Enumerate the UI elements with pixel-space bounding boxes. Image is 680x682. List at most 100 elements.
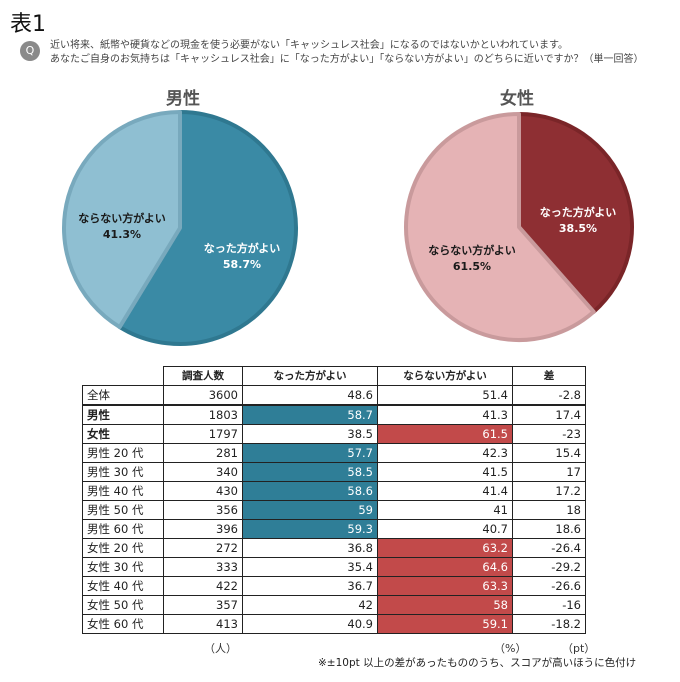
- female-chart-title: 女性: [500, 89, 534, 109]
- table-row: 男性 40 代 430 58.6 41.4 17.2: [82, 481, 586, 501]
- row-label: 女性 30 代: [82, 557, 164, 577]
- cell-sample-size: 1797: [163, 424, 243, 444]
- header-blank: [82, 366, 164, 386]
- cell-difference: -16: [512, 595, 586, 615]
- cell-sample-size: 333: [163, 557, 243, 577]
- cell-better-no: 64.6: [377, 557, 513, 577]
- table-row: 全体 3600 48.6 51.4 -2.8: [82, 385, 586, 406]
- table-row: 男性 60 代 396 59.3 40.7 18.6: [82, 519, 586, 539]
- cell-difference: -26.6: [512, 576, 586, 596]
- row-label: 女性 40 代: [82, 576, 164, 596]
- cell-better-no: 63.3: [377, 576, 513, 596]
- cell-better-no: 41.4: [377, 481, 513, 501]
- pie-label-better-no: ならない方がよい 61.5%: [428, 243, 515, 273]
- male-chart-title: 男性: [166, 89, 200, 109]
- cell-sample-size: 272: [163, 538, 243, 558]
- row-label: 女性: [82, 424, 164, 444]
- cell-better-yes: 58.5: [242, 462, 378, 482]
- cell-better-yes: 38.5: [242, 424, 378, 444]
- unit-points: （pt）: [562, 642, 596, 655]
- row-label: 男性 60 代: [82, 519, 164, 539]
- header-difference: 差: [512, 366, 586, 386]
- cell-difference: -18.2: [512, 614, 586, 634]
- table-row: 男性 30 代 340 58.5 41.5 17: [82, 462, 586, 482]
- table-header-row: 調査人数 なった方がよい ならない方がよい 差: [82, 366, 586, 386]
- row-label: 女性 60 代: [82, 614, 164, 634]
- figure-title: 表1: [10, 12, 46, 37]
- unit-percent: （%）: [494, 642, 527, 655]
- cell-better-yes: 35.4: [242, 557, 378, 577]
- female-pie-chart: なった方がよい 38.5% ならない方がよい 61.5%: [404, 112, 634, 342]
- row-label: 女性 20 代: [82, 538, 164, 558]
- cell-difference: 15.4: [512, 443, 586, 463]
- question-line-1: 近い将来、紙幣や硬貨などの現金を使う必要がない「キャッシュレス社会」になるのでは…: [50, 40, 568, 51]
- header-sample-size: 調査人数: [163, 366, 243, 386]
- cell-better-no: 51.4: [377, 385, 513, 406]
- cell-better-no: 41.5: [377, 462, 513, 482]
- pie-label-text: ならない方がよい: [78, 211, 165, 225]
- table-row: 女性 30 代 333 35.4 64.6 -29.2: [82, 557, 586, 577]
- cell-better-no: 59.1: [377, 614, 513, 634]
- cell-sample-size: 430: [163, 481, 243, 501]
- row-label: 全体: [82, 385, 164, 406]
- cell-better-yes: 36.8: [242, 538, 378, 558]
- cell-sample-size: 396: [163, 519, 243, 539]
- cell-sample-size: 356: [163, 500, 243, 520]
- pie-slice-better-yes: [117, 110, 298, 346]
- cell-better-no: 40.7: [377, 519, 513, 539]
- cell-difference: -23: [512, 424, 586, 444]
- question-line-2: あなたご自身のお気持ちは「キャッシュレス社会」に「なった方がよい」「ならない方が…: [50, 54, 644, 65]
- pie-label-better-no: ならない方がよい 41.3%: [78, 211, 165, 241]
- cell-better-yes: 58.7: [242, 404, 378, 425]
- cell-difference: -26.4: [512, 538, 586, 558]
- pie-label-value: 58.7%: [223, 258, 261, 271]
- pie-slice-better-no: [62, 110, 182, 330]
- table-row: 女性 20 代 272 36.8 63.2 -26.4: [82, 538, 586, 558]
- cell-sample-size: 413: [163, 614, 243, 634]
- table-row: 女性 50 代 357 42 58 -16: [82, 595, 586, 615]
- cell-better-no: 61.5: [377, 424, 513, 444]
- row-label: 男性 20 代: [82, 443, 164, 463]
- cell-better-yes: 57.7: [242, 443, 378, 463]
- header-better-yes: なった方がよい: [242, 366, 378, 386]
- cell-better-no: 42.3: [377, 443, 513, 463]
- cell-better-yes: 42: [242, 595, 378, 615]
- cell-better-no: 41: [377, 500, 513, 520]
- header-better-no: ならない方がよい: [377, 366, 513, 386]
- row-label: 男性: [82, 404, 164, 425]
- row-label: 男性 30 代: [82, 462, 164, 482]
- cell-difference: 17.4: [512, 404, 586, 425]
- pie-label-text: ならない方がよい: [428, 243, 515, 257]
- cell-sample-size: 357: [163, 595, 243, 615]
- table-row: 女性 1797 38.5 61.5 -23: [82, 424, 586, 444]
- cell-sample-size: 340: [163, 462, 243, 482]
- cell-better-no: 63.2: [377, 538, 513, 558]
- pie-label-better-yes: なった方がよい 38.5%: [540, 205, 616, 235]
- cell-better-yes: 58.6: [242, 481, 378, 501]
- pie-label-text: なった方がよい: [204, 241, 280, 255]
- pie-label-value: 41.3%: [103, 228, 141, 241]
- cell-difference: 18: [512, 500, 586, 520]
- cell-difference: 17: [512, 462, 586, 482]
- male-pie-chart: なった方がよい 58.7% ならない方がよい 41.3%: [62, 110, 298, 346]
- cell-better-no: 41.3: [377, 404, 513, 425]
- cell-better-yes: 59: [242, 500, 378, 520]
- cell-sample-size: 422: [163, 576, 243, 596]
- cell-difference: -29.2: [512, 557, 586, 577]
- cell-difference: -2.8: [512, 385, 586, 406]
- pie-slice-better-no: [404, 112, 596, 342]
- table-row: 女性 40 代 422 36.7 63.3 -26.6: [82, 576, 586, 596]
- pie-label-better-yes: なった方がよい 58.7%: [204, 241, 280, 271]
- row-label: 男性 40 代: [82, 481, 164, 501]
- footnote: ※±10pt 以上の差があったもののうち、スコアが高いほうに色付け: [318, 657, 637, 669]
- cell-better-no: 58: [377, 595, 513, 615]
- pie-label-value: 61.5%: [453, 260, 491, 273]
- pie-label-value: 38.5%: [559, 222, 597, 235]
- question-icon: Q: [20, 41, 40, 61]
- cell-difference: 17.2: [512, 481, 586, 501]
- pie-slice-better-yes: [517, 112, 634, 314]
- cell-better-yes: 59.3: [242, 519, 378, 539]
- cell-sample-size: 3600: [163, 385, 243, 406]
- cell-better-yes: 48.6: [242, 385, 378, 406]
- row-label: 男性 50 代: [82, 500, 164, 520]
